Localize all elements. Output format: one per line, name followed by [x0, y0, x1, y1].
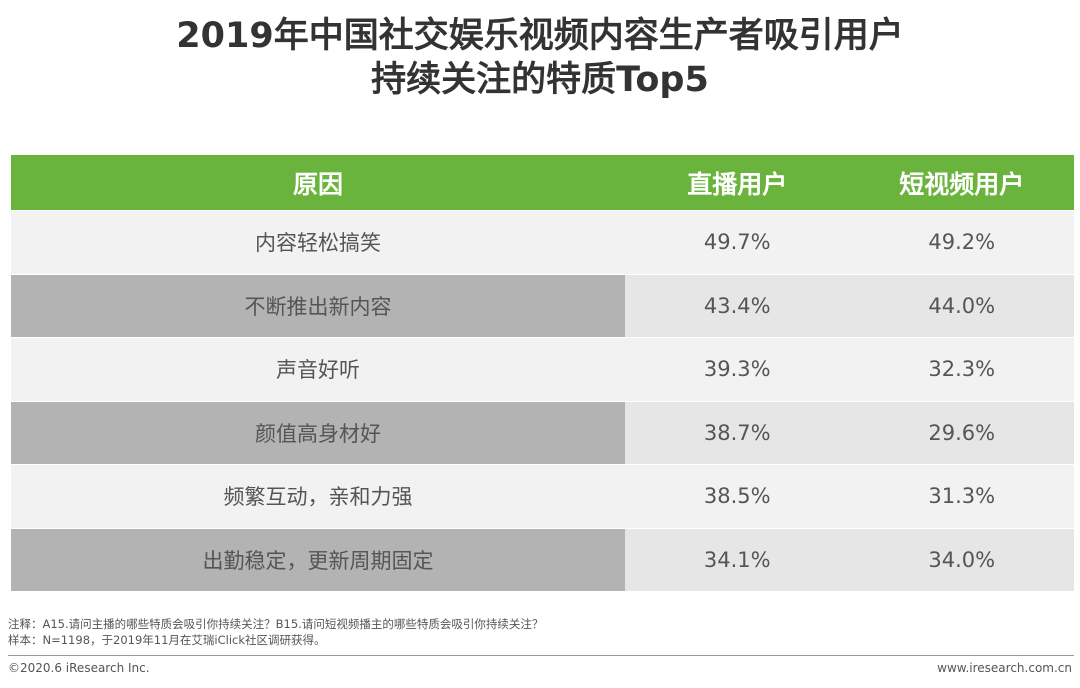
title-line-2: 持续关注的特质Top5 [371, 60, 709, 100]
chart-title: 2019年中国社交娱乐视频内容生产者吸引用户 持续关注的特质Top5 [0, 14, 1080, 102]
cell-live: 34.1% [625, 527, 850, 591]
table-row: 不断推出新内容 43.4% 44.0% [11, 273, 1074, 338]
header-reason: 原因 [11, 155, 625, 211]
cell-live: 38.7% [625, 400, 850, 465]
footer-divider [8, 655, 1074, 656]
data-table: 原因 直播用户 短视频用户 内容轻松搞笑 49.7% 49.2% 不断推出新内容… [11, 155, 1074, 591]
cell-reason: 出勤稳定，更新周期固定 [11, 527, 625, 591]
cell-live: 39.3% [625, 337, 850, 401]
table-header-row: 原因 直播用户 短视频用户 [11, 155, 1074, 211]
cell-reason: 声音好听 [11, 337, 625, 401]
cell-short: 31.3% [849, 464, 1074, 528]
cell-live: 38.5% [625, 464, 850, 528]
title-line-1: 2019年中国社交娱乐视频内容生产者吸引用户 [176, 16, 904, 56]
cell-short: 29.6% [849, 400, 1074, 465]
website-link[interactable]: www.iresearch.com.cn [937, 661, 1072, 675]
notes: 注释：A15.请问主播的哪些特质会吸引你持续关注？B15.请问短视频播主的哪些特… [8, 616, 543, 648]
cell-reason: 颜值高身材好 [11, 400, 625, 465]
cell-live: 49.7% [625, 210, 850, 274]
table-row: 颜值高身材好 38.7% 29.6% [11, 400, 1074, 465]
cell-short: 32.3% [849, 337, 1074, 401]
cell-reason: 频繁互动，亲和力强 [11, 464, 625, 528]
header-live: 直播用户 [625, 155, 850, 211]
cell-short: 34.0% [849, 527, 1074, 591]
cell-short: 49.2% [849, 210, 1074, 274]
sample-text: 样本：N=1198，于2019年11月在艾瑞iClick社区调研获得。 [8, 633, 326, 647]
table-row: 声音好听 39.3% 32.3% [11, 337, 1074, 401]
cell-live: 43.4% [625, 273, 850, 338]
table-row: 出勤稳定，更新周期固定 34.1% 34.0% [11, 527, 1074, 591]
cell-reason: 不断推出新内容 [11, 273, 625, 338]
header-short: 短视频用户 [849, 155, 1074, 211]
cell-short: 44.0% [849, 273, 1074, 338]
table-row: 内容轻松搞笑 49.7% 49.2% [11, 210, 1074, 274]
cell-reason: 内容轻松搞笑 [11, 210, 625, 274]
table-row: 频繁互动，亲和力强 38.5% 31.3% [11, 464, 1074, 528]
copyright: ©2020.6 iResearch Inc. [8, 661, 150, 675]
note-text: 注释：A15.请问主播的哪些特质会吸引你持续关注？B15.请问短视频播主的哪些特… [8, 617, 544, 631]
